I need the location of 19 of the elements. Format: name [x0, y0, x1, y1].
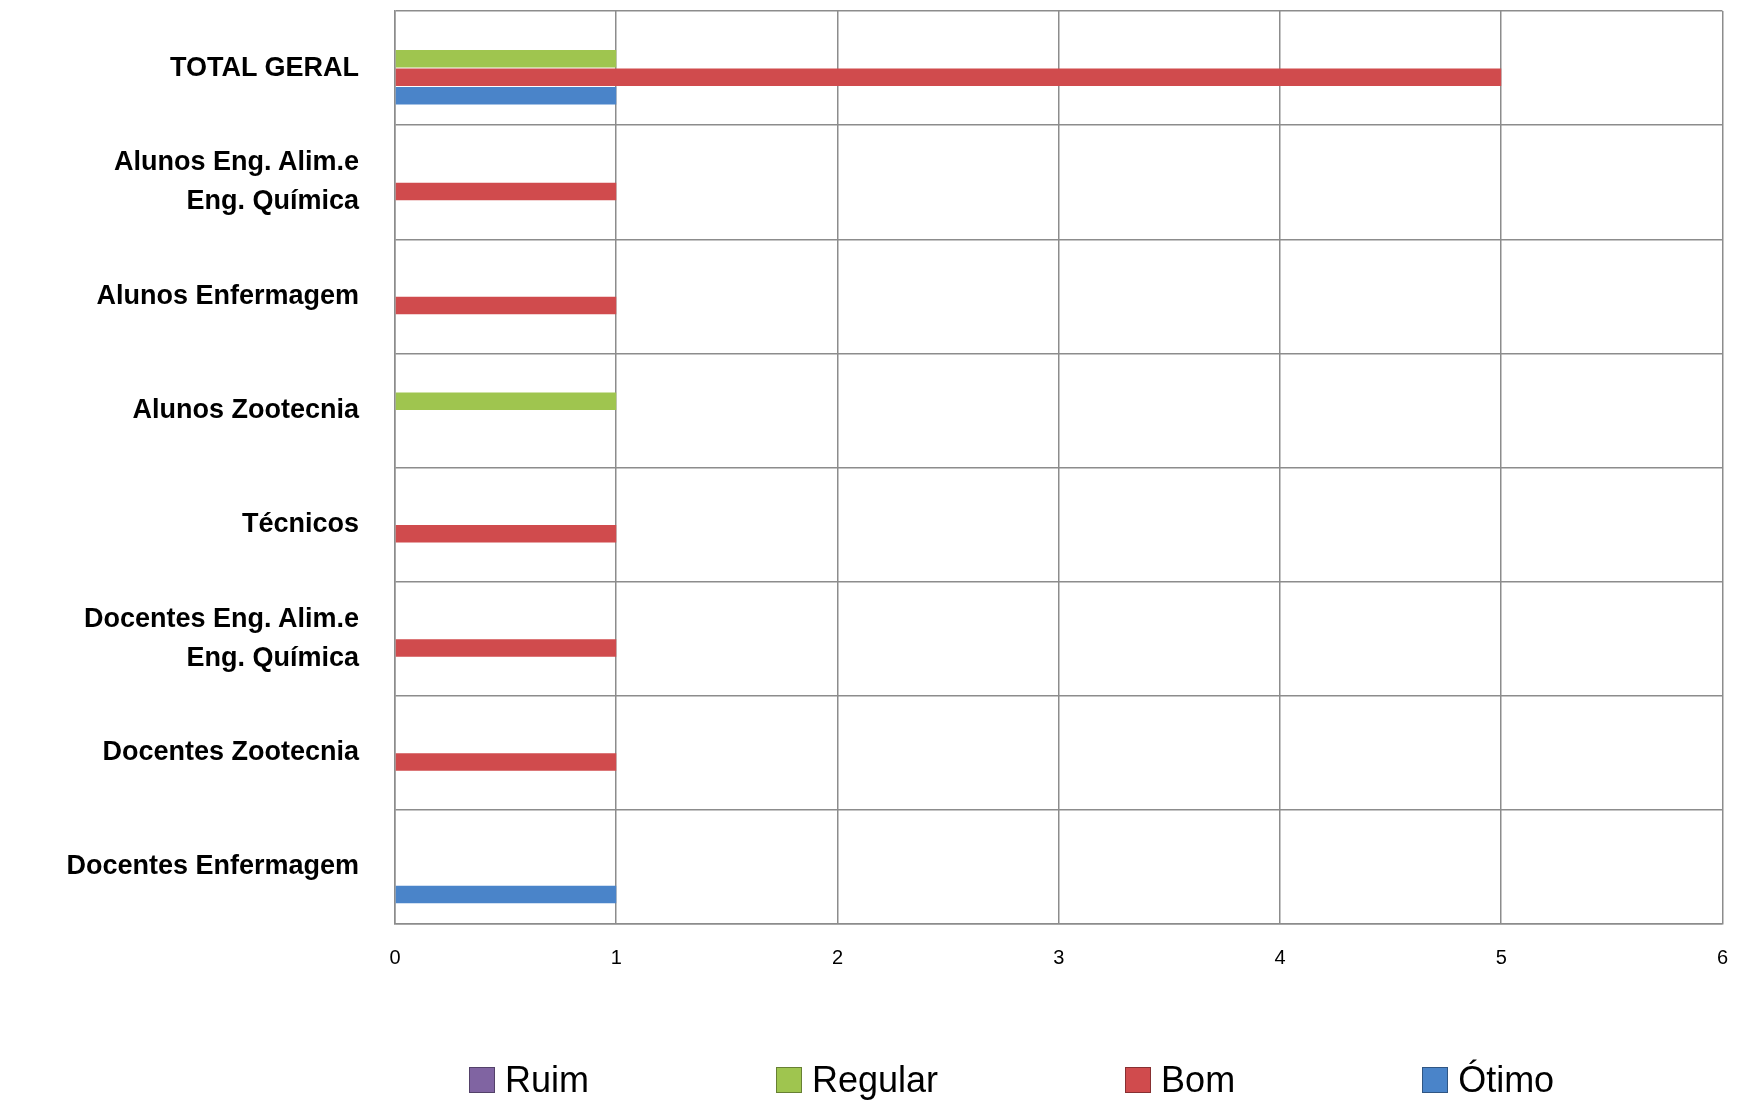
- y-tick-label: Docentes Enfermagem: [66, 850, 359, 881]
- y-tick-label: Alunos Zootecnia: [132, 393, 360, 424]
- legend-label: Bom: [1161, 1058, 1236, 1102]
- y-tick-label: Alunos Enfermagem: [96, 279, 359, 310]
- x-tick-label: 2: [831, 945, 844, 968]
- y-tick-label: TOTAL GERAL: [170, 51, 359, 82]
- y-tick-label: Técnicos: [241, 508, 359, 539]
- y-tick-label: Docentes Zootecnia: [102, 736, 360, 767]
- x-tick-label: 0: [389, 945, 401, 968]
- y-tick-label: Alunos Eng. Alim.e Eng. Química: [113, 146, 360, 216]
- x-tick-label: 5: [1495, 945, 1507, 968]
- x-tick-label: 1: [610, 945, 622, 968]
- y-tick-label: Docentes Eng. Alim.e Eng. Química: [83, 602, 360, 672]
- x-tick-label: 6: [1716, 945, 1728, 968]
- legend-label: Regular: [812, 1058, 939, 1102]
- x-tick-label: 4: [1274, 945, 1286, 968]
- legend-label: Ótimo: [1458, 1058, 1555, 1102]
- x-tick-label: 3: [1053, 945, 1065, 968]
- legend-label: Ruim: [505, 1058, 590, 1102]
